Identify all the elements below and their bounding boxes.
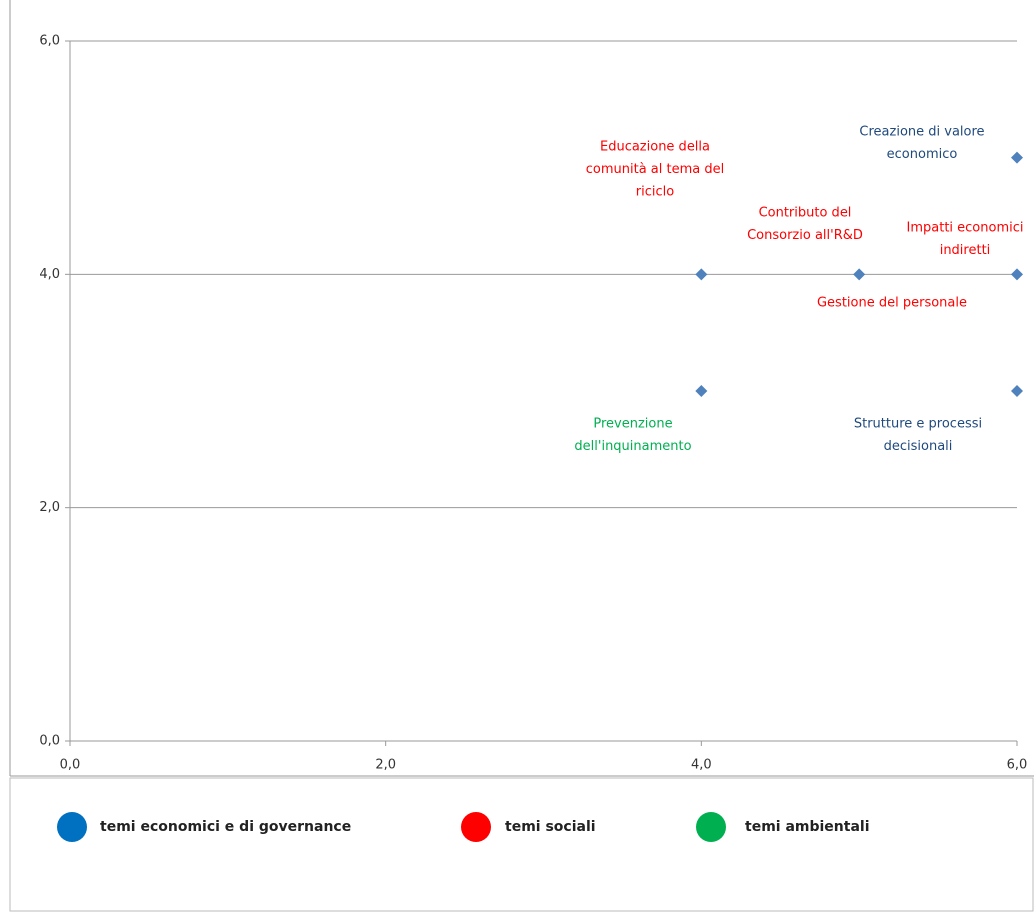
annotation: indiretti bbox=[940, 243, 991, 258]
annotation: Educazione della bbox=[600, 140, 710, 155]
point bbox=[1011, 385, 1023, 397]
point bbox=[695, 385, 708, 397]
legend-marker bbox=[461, 812, 491, 842]
legend-marker bbox=[57, 812, 87, 842]
x-tick-label: 2,0 bbox=[375, 758, 396, 773]
annotation: economico bbox=[887, 147, 958, 162]
legend-label: temi economici e di governance bbox=[100, 819, 351, 835]
annotation: Consorzio all'R&D bbox=[747, 228, 863, 243]
legend-box bbox=[9, 777, 1034, 912]
annotation: Prevenzione bbox=[593, 417, 672, 432]
annotation: dell'inquinamento bbox=[574, 439, 691, 454]
legend-marker bbox=[696, 812, 726, 842]
legend-label: temi sociali bbox=[505, 819, 596, 835]
y-tick-label: 2,0 bbox=[39, 500, 60, 515]
x-tick-label: 0,0 bbox=[60, 758, 81, 773]
x-tick-label: 6,0 bbox=[1007, 758, 1028, 773]
annotation: comunità al tema del bbox=[586, 162, 724, 177]
annotation: Contributo del bbox=[759, 206, 852, 221]
y-tick-label: 0,0 bbox=[39, 734, 60, 749]
y-tick-label: 4,0 bbox=[39, 267, 60, 282]
point bbox=[1011, 151, 1023, 164]
annotation: decisionali bbox=[884, 439, 953, 454]
point bbox=[695, 268, 708, 281]
y-tick-label: 6,0 bbox=[39, 34, 60, 49]
annotation: Creazione di valore bbox=[859, 125, 984, 140]
annotation: riciclo bbox=[636, 185, 674, 200]
x-tick-label: 4,0 bbox=[691, 758, 712, 773]
legend-label: temi ambientali bbox=[745, 819, 870, 835]
annotation: Gestione del personale bbox=[817, 296, 967, 311]
annotation: Impatti economici bbox=[907, 221, 1024, 236]
point bbox=[1011, 268, 1023, 281]
point bbox=[853, 268, 866, 281]
annotation: Strutture e processi bbox=[854, 417, 982, 432]
